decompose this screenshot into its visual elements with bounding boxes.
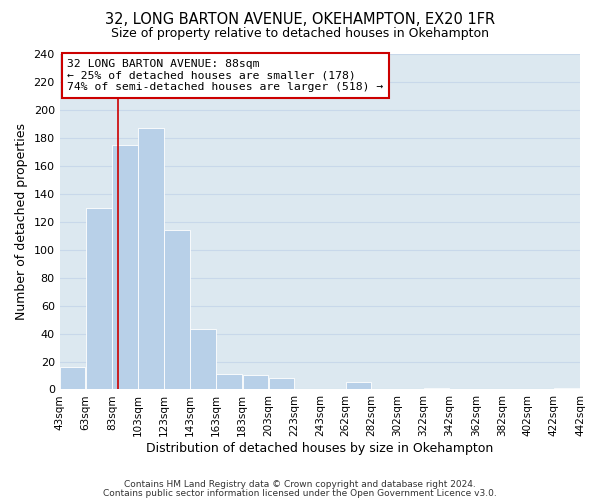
Bar <box>112 145 137 390</box>
Bar <box>424 388 449 390</box>
X-axis label: Distribution of detached houses by size in Okehampton: Distribution of detached houses by size … <box>146 442 493 455</box>
Text: Contains HM Land Registry data © Crown copyright and database right 2024.: Contains HM Land Registry data © Crown c… <box>124 480 476 489</box>
Bar <box>346 382 371 390</box>
Bar <box>554 388 580 390</box>
Text: Size of property relative to detached houses in Okehampton: Size of property relative to detached ho… <box>111 28 489 40</box>
Bar <box>86 208 112 390</box>
Text: 32, LONG BARTON AVENUE, OKEHAMPTON, EX20 1FR: 32, LONG BARTON AVENUE, OKEHAMPTON, EX20… <box>105 12 495 28</box>
Bar <box>242 376 268 390</box>
Text: 32 LONG BARTON AVENUE: 88sqm
← 25% of detached houses are smaller (178)
74% of s: 32 LONG BARTON AVENUE: 88sqm ← 25% of de… <box>67 59 384 92</box>
Bar <box>190 330 216 390</box>
Text: Contains public sector information licensed under the Open Government Licence v3: Contains public sector information licen… <box>103 488 497 498</box>
Bar <box>217 374 242 390</box>
Bar <box>164 230 190 390</box>
Bar <box>269 378 294 390</box>
Bar <box>138 128 164 390</box>
Bar <box>60 367 85 390</box>
Y-axis label: Number of detached properties: Number of detached properties <box>15 123 28 320</box>
